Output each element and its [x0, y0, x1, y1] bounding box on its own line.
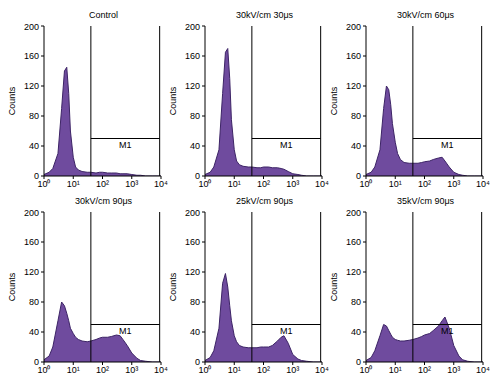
svg-text:10⁰: 10⁰ [359, 179, 372, 189]
svg-text:10²: 10² [96, 365, 109, 375]
svg-text:200: 200 [185, 208, 200, 218]
svg-text:10⁰: 10⁰ [359, 365, 372, 375]
svg-text:80: 80 [351, 297, 361, 307]
svg-text:0: 0 [195, 171, 200, 181]
svg-text:160: 160 [24, 51, 39, 61]
svg-text:80: 80 [29, 111, 39, 121]
svg-text:Counts: Counts [8, 86, 17, 115]
svg-text:M1: M1 [441, 140, 454, 150]
svg-text:10⁴: 10⁴ [476, 365, 490, 375]
svg-text:10¹: 10¹ [67, 179, 80, 189]
svg-text:120: 120 [346, 81, 361, 91]
svg-text:0: 0 [195, 357, 200, 367]
svg-text:10⁴: 10⁴ [476, 179, 490, 189]
svg-text:200: 200 [346, 22, 361, 32]
svg-text:0: 0 [356, 357, 361, 367]
svg-text:Counts: Counts [8, 272, 17, 301]
svg-text:M1: M1 [119, 140, 132, 150]
svg-text:120: 120 [24, 267, 39, 277]
svg-text:10⁴: 10⁴ [154, 179, 168, 189]
svg-text:10⁴: 10⁴ [315, 365, 329, 375]
svg-text:10³: 10³ [125, 179, 138, 189]
svg-text:10³: 10³ [447, 179, 460, 189]
svg-text:10²: 10² [257, 179, 270, 189]
svg-text:120: 120 [185, 81, 200, 91]
html-text:30kV/cm 60μs: 30kV/cm 60μs [396, 10, 455, 20]
svg-text:160: 160 [185, 51, 200, 61]
svg-text:10⁰: 10⁰ [37, 365, 50, 375]
svg-text:160: 160 [24, 237, 39, 247]
html-text:Control: Control [89, 10, 118, 20]
svg-text:10⁰: 10⁰ [198, 179, 211, 189]
svg-text:10³: 10³ [286, 179, 299, 189]
svg-text:40: 40 [190, 327, 200, 337]
svg-text:160: 160 [346, 237, 361, 247]
svg-text:M1: M1 [441, 326, 454, 336]
svg-text:10⁰: 10⁰ [37, 179, 50, 189]
svg-text:10⁴: 10⁴ [154, 365, 168, 375]
svg-text:160: 160 [185, 237, 200, 247]
svg-text:Counts: Counts [169, 272, 178, 301]
svg-text:10⁰: 10⁰ [198, 365, 211, 375]
html-text:25kV/cm 90μs: 25kV/cm 90μs [235, 196, 294, 206]
svg-text:120: 120 [185, 267, 200, 277]
svg-text:10¹: 10¹ [67, 365, 80, 375]
svg-text:10²: 10² [257, 365, 270, 375]
svg-text:0: 0 [34, 171, 39, 181]
svg-text:200: 200 [24, 22, 39, 32]
svg-text:120: 120 [346, 267, 361, 277]
svg-text:0: 0 [34, 357, 39, 367]
svg-text:40: 40 [29, 327, 39, 337]
svg-text:40: 40 [351, 327, 361, 337]
svg-text:M1: M1 [280, 326, 293, 336]
svg-text:80: 80 [190, 111, 200, 121]
svg-text:Counts: Counts [330, 272, 339, 301]
svg-text:10³: 10³ [286, 365, 299, 375]
svg-text:10²: 10² [96, 179, 109, 189]
html-text:30kV/cm 30μs: 30kV/cm 30μs [235, 10, 294, 20]
html-text:35kV/cm 90μs: 35kV/cm 90μs [396, 196, 455, 206]
svg-text:0: 0 [356, 171, 361, 181]
svg-text:Counts: Counts [169, 86, 178, 115]
svg-text:160: 160 [346, 51, 361, 61]
svg-text:10¹: 10¹ [228, 365, 241, 375]
svg-text:40: 40 [190, 141, 200, 151]
svg-text:10²: 10² [418, 179, 431, 189]
svg-text:40: 40 [351, 141, 361, 151]
svg-text:120: 120 [24, 81, 39, 91]
svg-text:200: 200 [24, 208, 39, 218]
svg-text:200: 200 [185, 22, 200, 32]
svg-text:200: 200 [346, 208, 361, 218]
svg-text:10⁴: 10⁴ [315, 179, 329, 189]
svg-text:10¹: 10¹ [228, 179, 241, 189]
svg-text:10¹: 10¹ [389, 179, 402, 189]
svg-text:Counts: Counts [330, 86, 339, 115]
svg-text:10³: 10³ [125, 365, 138, 375]
svg-text:M1: M1 [280, 140, 293, 150]
svg-text:M1: M1 [119, 326, 132, 336]
svg-text:80: 80 [29, 297, 39, 307]
svg-text:10¹: 10¹ [389, 365, 402, 375]
svg-text:10²: 10² [418, 365, 431, 375]
svg-text:80: 80 [351, 111, 361, 121]
html-text:30kV/cm 90μs: 30kV/cm 90μs [74, 196, 133, 206]
svg-text:10³: 10³ [447, 365, 460, 375]
svg-text:40: 40 [29, 141, 39, 151]
svg-text:80: 80 [190, 297, 200, 307]
